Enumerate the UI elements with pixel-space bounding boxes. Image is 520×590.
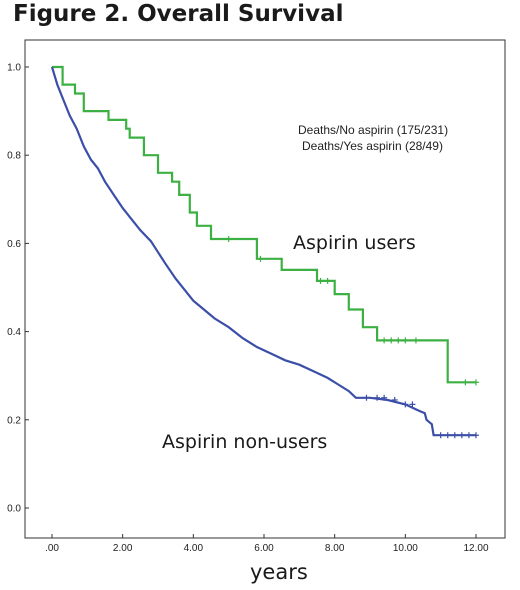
chart-title: Figure 2. Overall Survival [13, 1, 344, 27]
y-tick-label: 0.0 [7, 504, 21, 515]
censor-mark [324, 277, 331, 284]
x-tick-label: 10.00 [393, 543, 418, 554]
censor-mark [444, 432, 451, 439]
censor-marks [225, 235, 479, 439]
censor-mark [437, 432, 444, 439]
series-line-aspirin-users [52, 65, 476, 384]
x-tick-label: 2.00 [113, 543, 133, 554]
censor-mark [257, 255, 264, 262]
x-axis: .00 2.00 4.00 6.00 8.00 10.00 12.00 [45, 534, 489, 554]
y-tick-label: 0.4 [7, 327, 21, 338]
x-tick-label: 6.00 [254, 543, 274, 554]
y-tick-label: 0.8 [7, 151, 21, 162]
series-line-aspirin-non-users [50, 66, 476, 437]
x-tick-label: .00 [45, 543, 59, 554]
censor-mark [412, 337, 419, 344]
censor-mark [473, 432, 479, 439]
y-tick-label: 0.2 [7, 415, 21, 426]
legend-entry-yes-aspirin: Deaths/Yes aspirin (28/49) [302, 139, 443, 153]
censor-mark [363, 394, 370, 401]
censor-mark [458, 432, 465, 439]
x-tick-label: 4.00 [184, 543, 204, 554]
censor-mark [395, 337, 402, 344]
annotation-aspirin-users: Aspirin users [293, 232, 416, 254]
x-axis-label: years [250, 560, 308, 584]
censor-mark [473, 379, 479, 386]
legend-entry-no-aspirin: Deaths/No aspirin (175/231) [298, 123, 448, 137]
annotation-aspirin-non-users: Aspirin non-users [162, 431, 327, 453]
censor-mark [391, 396, 398, 403]
y-tick-label: 0.6 [7, 239, 21, 250]
x-tick-label: 12.00 [463, 543, 488, 554]
x-tick-label: 8.00 [325, 543, 345, 554]
censor-mark [225, 235, 232, 242]
censor-mark [451, 432, 458, 439]
censor-mark [462, 379, 469, 386]
censor-mark [317, 277, 324, 284]
censor-mark [465, 432, 472, 439]
plot-frame [24, 39, 506, 539]
y-tick-label: 1.0 [7, 63, 21, 74]
y-axis: 0.0 0.2 0.4 0.6 0.8 1.0 [7, 63, 29, 515]
censor-mark [381, 337, 388, 344]
censor-mark [409, 401, 416, 408]
censor-mark [388, 337, 395, 344]
censor-mark [402, 401, 409, 408]
censor-mark [374, 394, 381, 401]
series-group [50, 65, 476, 437]
censor-mark [402, 337, 409, 344]
censor-mark [381, 394, 388, 401]
